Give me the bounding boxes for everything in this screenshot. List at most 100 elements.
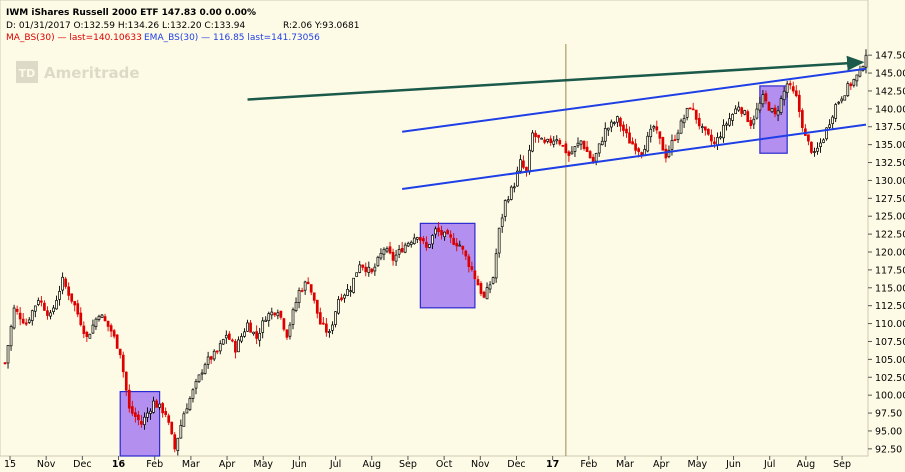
candle-body: [558, 140, 562, 145]
candle-body: [852, 79, 856, 86]
candle-body: [12, 307, 16, 329]
y-tick-label: 102.50: [875, 373, 905, 384]
candle-body: [658, 131, 662, 139]
y-tick-label: 132.50: [875, 158, 905, 169]
candle-body: [579, 140, 583, 145]
candle-body: [585, 146, 589, 153]
candle: [697, 113, 701, 130]
candle: [167, 413, 171, 426]
candle: [537, 134, 540, 143]
candle-body: [664, 148, 668, 159]
candle-body: [224, 334, 228, 339]
candle: [797, 90, 801, 118]
candle-body: [697, 117, 701, 127]
candle-body: [779, 98, 783, 113]
candle: [422, 236, 425, 245]
y-tick-label: 127.50: [875, 194, 905, 205]
candle: [58, 285, 61, 306]
candle: [564, 140, 568, 154]
x-tick-label: Jun: [725, 459, 741, 470]
candle-body: [822, 139, 825, 143]
candle-body: [173, 434, 177, 450]
candle: [631, 137, 634, 145]
candle: [813, 147, 816, 157]
candle: [746, 109, 750, 123]
candle: [597, 143, 601, 157]
ohlc-readout: D: 01/31/2017 O:132.59 H:134.26 L:132.20…: [6, 21, 245, 31]
y-tick-label: 135.00: [875, 140, 905, 151]
candle-body: [164, 411, 168, 415]
candle-body: [343, 294, 346, 299]
candle: [837, 100, 841, 105]
candle-body: [309, 284, 313, 293]
candle: [237, 336, 240, 353]
candle: [731, 113, 734, 126]
instrument-title: IWM iShares Russell 2000 ETF 147.83 0.00…: [6, 8, 256, 18]
y-tick-label: 107.50: [875, 337, 905, 348]
x-tick-label: Sep: [833, 459, 851, 470]
candle-body: [297, 290, 301, 303]
candle-body: [58, 291, 61, 300]
candle-body: [667, 149, 671, 157]
candle-body: [261, 320, 265, 333]
candle-body: [491, 277, 495, 284]
y-tick-label: 112.50: [875, 301, 905, 312]
candle-body: [18, 312, 22, 320]
candle: [361, 264, 365, 271]
y-tick-label: 142.50: [875, 86, 905, 97]
candle-body: [425, 241, 428, 248]
candle: [197, 374, 201, 384]
candle: [831, 115, 835, 129]
candle-body: [840, 98, 844, 102]
x-tick-label: Mar: [616, 459, 634, 470]
candle-body: [749, 120, 753, 126]
candle-body: [622, 124, 625, 131]
candle-body: [300, 290, 304, 292]
candle: [397, 244, 401, 259]
candle-body: [94, 318, 98, 328]
candle: [161, 402, 164, 418]
candle-body: [152, 400, 155, 413]
candle-body: [807, 134, 810, 142]
candle: [215, 350, 219, 355]
candle: [258, 327, 262, 347]
candle: [834, 102, 838, 123]
candle-body: [549, 138, 553, 144]
candle-body: [434, 228, 437, 235]
candle: [800, 108, 804, 132]
candle-body: [782, 90, 786, 101]
candle-body: [67, 286, 71, 296]
candle: [124, 371, 128, 396]
candle-body: [446, 230, 449, 235]
candle: [382, 247, 386, 261]
candle: [158, 403, 161, 410]
candle: [588, 149, 592, 159]
candle-body: [470, 266, 474, 270]
candle: [767, 101, 771, 111]
y-tick-label: 97.50: [875, 409, 902, 420]
candle: [134, 407, 137, 423]
channel-upper-line: [402, 67, 867, 133]
x-tick-label: Oct: [436, 459, 453, 470]
candle: [773, 104, 777, 118]
candle-body: [294, 302, 298, 312]
candle-body: [422, 238, 425, 242]
candle-body: [346, 289, 349, 296]
candle: [276, 309, 280, 320]
candle: [810, 141, 813, 155]
candle-body: [409, 241, 413, 245]
candle-body: [443, 231, 446, 238]
candle: [209, 355, 213, 364]
candle-body: [130, 406, 134, 414]
candle: [18, 307, 22, 326]
candle-body: [188, 398, 192, 410]
candle-body: [570, 151, 574, 155]
candle-body: [331, 324, 334, 331]
candle: [115, 334, 119, 349]
candle-body: [500, 217, 504, 228]
candle-body: [616, 116, 619, 123]
candle-body: [546, 138, 550, 142]
candle: [352, 277, 355, 294]
td-logo-icon: [16, 61, 38, 83]
